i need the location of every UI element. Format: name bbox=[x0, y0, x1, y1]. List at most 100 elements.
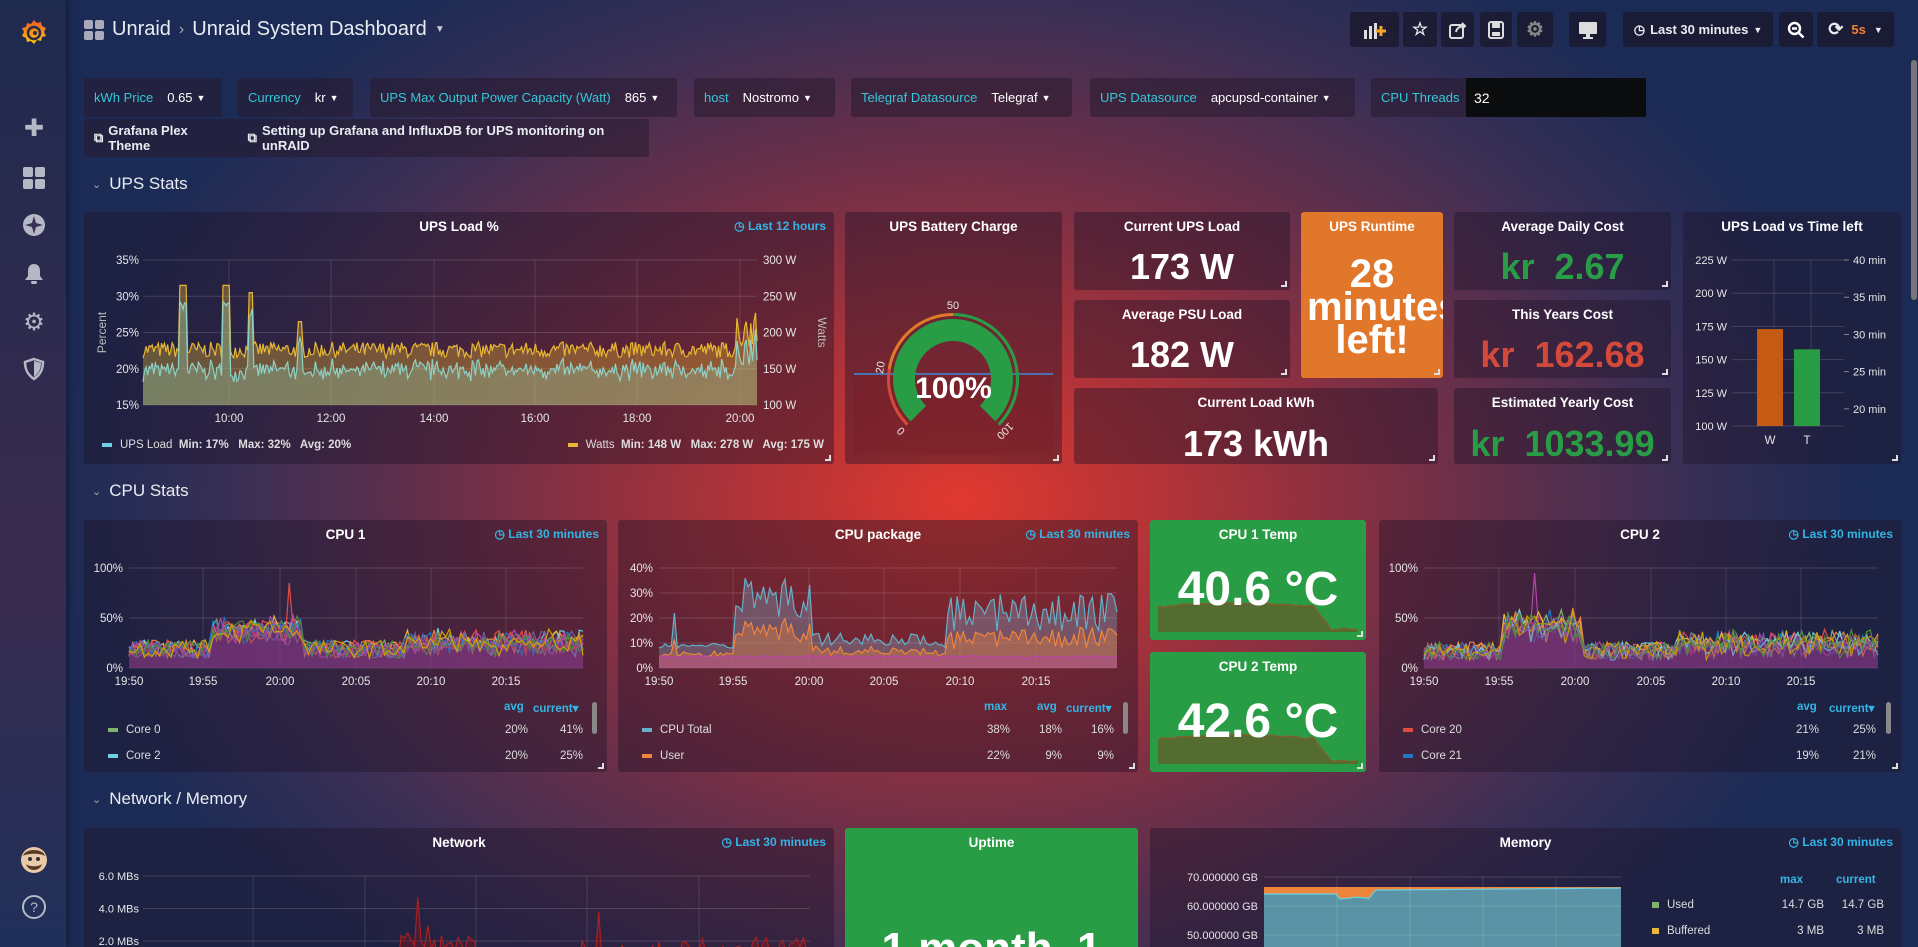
legend-item[interactable]: CPU Total 38% 18% 16% bbox=[642, 724, 1114, 736]
legend-item-watts[interactable]: Watts Min: 148 W Max: 278 W Avg: 175 W bbox=[567, 439, 824, 451]
variable-value[interactable]: Telegraf ▼ bbox=[991, 90, 1051, 105]
bell-icon[interactable] bbox=[21, 261, 47, 287]
link-setup-guide[interactable]: ⧉ Setting up Grafana and InfluxDB for UPS… bbox=[247, 123, 605, 153]
variable-cpu-threads[interactable]: CPU Threads bbox=[1371, 78, 1646, 117]
legend-sort-max[interactable]: max bbox=[1780, 874, 1804, 886]
panel-title[interactable]: Estimated Yearly Cost bbox=[1491, 395, 1634, 410]
grafana-logo[interactable] bbox=[19, 18, 49, 48]
row-network-memory[interactable]: ⌄ Network / Memory bbox=[92, 789, 248, 808]
legend-scrollbar[interactable] bbox=[1886, 702, 1891, 734]
add-panel-button[interactable] bbox=[1350, 12, 1399, 47]
panel-title[interactable]: Uptime bbox=[968, 835, 1015, 850]
avatar[interactable] bbox=[20, 846, 48, 874]
resize-handle[interactable] bbox=[1281, 369, 1287, 375]
variable-host[interactable]: host Nostromo ▼ bbox=[694, 78, 835, 117]
panel-title[interactable]: CPU 1 bbox=[325, 527, 366, 542]
refresh-picker[interactable]: ⟳ 5s ▼ bbox=[1817, 12, 1894, 47]
legend-item-ups-load[interactable]: UPS Load Min: 17% Max: 32% Avg: 20% bbox=[102, 439, 351, 451]
legend-item[interactable]: Core 2 20% 25% bbox=[108, 750, 583, 762]
panel-title[interactable]: Average Daily Cost bbox=[1501, 219, 1624, 234]
dashboard-title[interactable]: Unraid System Dashboard bbox=[192, 18, 427, 40]
y-tick: 225 W bbox=[1695, 255, 1727, 267]
legend-item[interactable]: Core 20 21% 25% bbox=[1403, 724, 1876, 736]
resize-handle[interactable] bbox=[825, 455, 831, 461]
legend-item[interactable]: Core 0 20% 41% bbox=[108, 724, 583, 736]
resize-handle[interactable] bbox=[1429, 455, 1435, 461]
row-ups-stats[interactable]: ⌄ UPS Stats bbox=[92, 174, 188, 193]
legend-sort-current[interactable]: current bbox=[1836, 874, 1876, 886]
variable-ups-max-output[interactable]: UPS Max Output Power Capacity (Watt) 865 ▼ bbox=[370, 78, 677, 117]
legend-sort-current[interactable]: current▾ bbox=[1066, 703, 1112, 715]
legend-item[interactable]: User 22% 9% 9% bbox=[642, 750, 1114, 762]
refresh-icon[interactable]: ⟳ bbox=[1828, 19, 1844, 39]
panel-title[interactable]: CPU package bbox=[834, 527, 922, 542]
legend-scrollbar[interactable] bbox=[1123, 702, 1128, 734]
variable-value[interactable]: apcupsd-container ▼ bbox=[1210, 90, 1331, 105]
settings-button[interactable]: ⚙ bbox=[1517, 12, 1553, 47]
legend-sort-current[interactable]: current▾ bbox=[1829, 703, 1875, 715]
panel-title[interactable]: UPS Load % bbox=[419, 219, 499, 234]
panel-title[interactable]: This Years Cost bbox=[1511, 307, 1614, 322]
resize-handle[interactable] bbox=[1434, 369, 1440, 375]
legend-sort-current[interactable]: current▾ bbox=[533, 703, 579, 715]
legend-scrollbar[interactable] bbox=[592, 702, 597, 734]
panel-title[interactable]: CPU 1 Temp bbox=[1218, 527, 1298, 542]
y-tick: 0% bbox=[1401, 663, 1418, 675]
panel-title[interactable]: CPU 2 bbox=[1620, 527, 1660, 542]
variable-value[interactable]: 0.65 ▼ bbox=[167, 90, 206, 105]
legend-item[interactable]: Used 14.7 GB 14.7 GB bbox=[1652, 899, 1884, 911]
panel-title[interactable]: Current Load kWh bbox=[1197, 395, 1315, 410]
variable-value[interactable]: Nostromo ▼ bbox=[742, 90, 812, 105]
resize-handle[interactable] bbox=[1892, 455, 1898, 461]
panel-title[interactable]: Network bbox=[432, 835, 486, 850]
legend-sort-max[interactable]: max bbox=[984, 701, 1008, 713]
variable-value[interactable]: 865 ▼ bbox=[624, 90, 660, 105]
cpu-threads-input[interactable] bbox=[1466, 78, 1646, 117]
panel-title[interactable]: UPS Runtime bbox=[1329, 219, 1415, 234]
star-button[interactable]: ☆ bbox=[1403, 12, 1437, 47]
legend-sort-avg[interactable]: avg bbox=[1037, 701, 1057, 713]
folder-link[interactable]: Unraid bbox=[112, 18, 171, 40]
panel-title[interactable]: CPU 2 Temp bbox=[1218, 659, 1298, 674]
explore-icon[interactable] bbox=[21, 212, 47, 238]
variable-ups-datasource[interactable]: UPS Datasource apcupsd-container ▼ bbox=[1090, 78, 1355, 117]
resize-handle[interactable] bbox=[1357, 631, 1363, 637]
dashboards-icon[interactable] bbox=[21, 165, 47, 191]
panel-battery-charge: UPS Battery Charge 0 20 50 100 100% bbox=[845, 212, 1062, 464]
legend-item[interactable]: Core 21 19% 21% bbox=[1403, 750, 1876, 762]
legend-item[interactable]: Buffered 3 MB 3 MB bbox=[1652, 925, 1884, 937]
zoom-out-button[interactable] bbox=[1779, 12, 1813, 47]
resize-handle[interactable] bbox=[1662, 369, 1668, 375]
page-scrollbar[interactable] bbox=[1911, 60, 1917, 300]
resize-handle[interactable] bbox=[1053, 455, 1059, 461]
resize-handle[interactable] bbox=[1662, 455, 1668, 461]
gear-icon[interactable]: ⚙ bbox=[23, 308, 45, 336]
share-button[interactable] bbox=[1441, 12, 1474, 47]
resize-handle[interactable] bbox=[1357, 763, 1363, 769]
panel-title[interactable]: Average PSU Load bbox=[1121, 307, 1243, 322]
row-cpu-stats[interactable]: ⌄ CPU Stats bbox=[92, 481, 189, 500]
resize-handle[interactable] bbox=[1892, 763, 1898, 769]
variable-kwh-price[interactable]: kWh Price 0.65 ▼ bbox=[84, 78, 222, 117]
help-icon[interactable]: ? bbox=[21, 894, 47, 920]
resize-handle[interactable] bbox=[1281, 281, 1287, 287]
panel-title[interactable]: UPS Load vs Time left bbox=[1721, 219, 1863, 234]
variable-currency[interactable]: Currency kr ▼ bbox=[238, 78, 353, 117]
link-grafana-plex-theme[interactable]: ⧉ Grafana Plex Theme bbox=[94, 123, 188, 153]
legend-sort-avg[interactable]: avg bbox=[504, 701, 524, 713]
resize-handle[interactable] bbox=[1129, 763, 1135, 769]
resize-handle[interactable] bbox=[1662, 281, 1668, 287]
resize-handle[interactable] bbox=[598, 763, 604, 769]
variable-value[interactable]: kr ▼ bbox=[314, 90, 339, 105]
time-range-picker[interactable]: ◷ Last 30 minutes ▼ bbox=[1623, 12, 1773, 47]
plus-icon[interactable]: ✚ bbox=[23, 114, 45, 142]
shield-icon[interactable] bbox=[21, 356, 47, 382]
caret-down-icon[interactable]: ▼ bbox=[434, 24, 445, 35]
tv-mode-button[interactable] bbox=[1569, 12, 1606, 47]
panel-title[interactable]: Memory bbox=[1499, 835, 1552, 850]
panel-title[interactable]: Current UPS Load bbox=[1123, 219, 1241, 234]
panel-title[interactable]: UPS Battery Charge bbox=[889, 219, 1018, 234]
legend-sort-avg[interactable]: avg bbox=[1797, 701, 1817, 713]
save-button[interactable] bbox=[1480, 12, 1512, 47]
variable-telegraf-datasource[interactable]: Telegraf Datasource Telegraf ▼ bbox=[851, 78, 1072, 117]
